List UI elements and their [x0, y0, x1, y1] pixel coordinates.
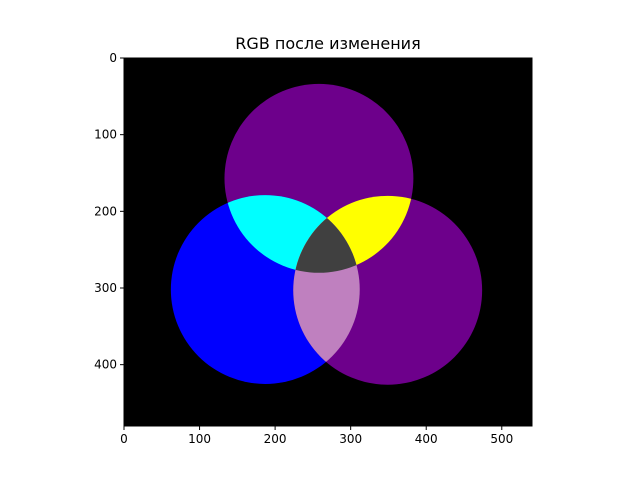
- overlap-center-fill: [293, 195, 360, 273]
- y-tick-label: 0: [109, 51, 117, 65]
- x-tick-label: 0: [120, 432, 128, 446]
- y-tick-label: 300: [94, 281, 117, 295]
- y-tick-label: 200: [94, 204, 117, 218]
- y-axis: 0 100 200 300 400: [94, 51, 124, 372]
- chart-title: RGB после изменения: [235, 34, 420, 53]
- plot-area: [123, 57, 533, 427]
- x-axis: 0 100 200 300 400 500: [120, 426, 513, 446]
- overlap-center-clip: [293, 195, 360, 273]
- x-tick-label: 500: [490, 432, 513, 446]
- x-tick-label: 400: [415, 432, 438, 446]
- x-tick-label: 200: [264, 432, 287, 446]
- y-tick-label: 400: [94, 358, 117, 372]
- y-tick-label: 100: [94, 128, 117, 142]
- axes-frame: [123, 57, 533, 427]
- x-tick-label: 300: [339, 432, 362, 446]
- x-tick-label: 100: [188, 432, 211, 446]
- overlap-center: [293, 195, 360, 273]
